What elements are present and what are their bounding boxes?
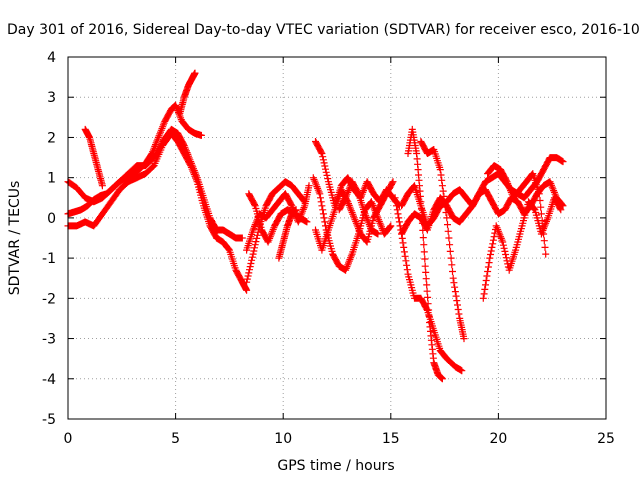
plot-frame: [67, 56, 607, 420]
y-tick-label: 1: [47, 171, 56, 187]
data-points: [176, 69, 199, 117]
series-s5: [81, 125, 106, 190]
y-tick-label: 3: [47, 90, 56, 106]
y-tick-label: 2: [47, 130, 56, 146]
x-tick-label: 15: [382, 431, 400, 447]
axis-ticks: 0 5 10 15 20 25 -5 -4 -3 -2 -1 0 1 2 3 4: [42, 50, 615, 447]
series-s4: [64, 129, 251, 294]
x-tick-label: 10: [274, 431, 292, 447]
x-tick-label: 0: [64, 431, 73, 447]
chart-title: Day 301 of 2016, Sidereal Day-to-day VTE…: [7, 22, 640, 38]
data-points: [312, 178, 397, 254]
data-points: [81, 125, 106, 190]
y-tick-label: 0: [47, 211, 56, 227]
x-axis-label: GPS time / hours: [277, 458, 394, 474]
series-s13: [335, 178, 382, 238]
data-points: [479, 194, 565, 302]
series-s19: [479, 194, 565, 302]
y-tick-label: -1: [42, 251, 56, 267]
data-points: [64, 129, 251, 294]
series-s6: [243, 178, 309, 286]
x-tick-label: 5: [171, 431, 180, 447]
y-tick-label: -4: [42, 372, 56, 388]
data-points: [404, 125, 446, 383]
series-s16: [417, 138, 468, 343]
series-s2: [176, 69, 199, 117]
data-points: [391, 194, 466, 375]
data-points: [243, 178, 309, 286]
y-axis-label: SDTVAR / TECUs: [7, 181, 23, 296]
data-points: [417, 138, 468, 343]
y-tick-label: -3: [42, 332, 56, 348]
series-s12: [312, 178, 397, 254]
y-tick-label: -5: [42, 412, 56, 428]
series-s9: [275, 206, 300, 262]
data-points: [275, 206, 300, 262]
data-series: [64, 69, 567, 383]
data-points: [335, 178, 382, 238]
x-tick-label: 25: [597, 431, 615, 447]
grid: [68, 57, 606, 419]
data-points: [484, 162, 550, 258]
series-s15: [404, 125, 446, 383]
y-tick-label: -2: [42, 291, 56, 307]
series-s14: [391, 194, 466, 375]
series-s20: [484, 162, 550, 258]
y-tick-label: 4: [47, 50, 56, 66]
x-tick-label: 20: [489, 431, 507, 447]
